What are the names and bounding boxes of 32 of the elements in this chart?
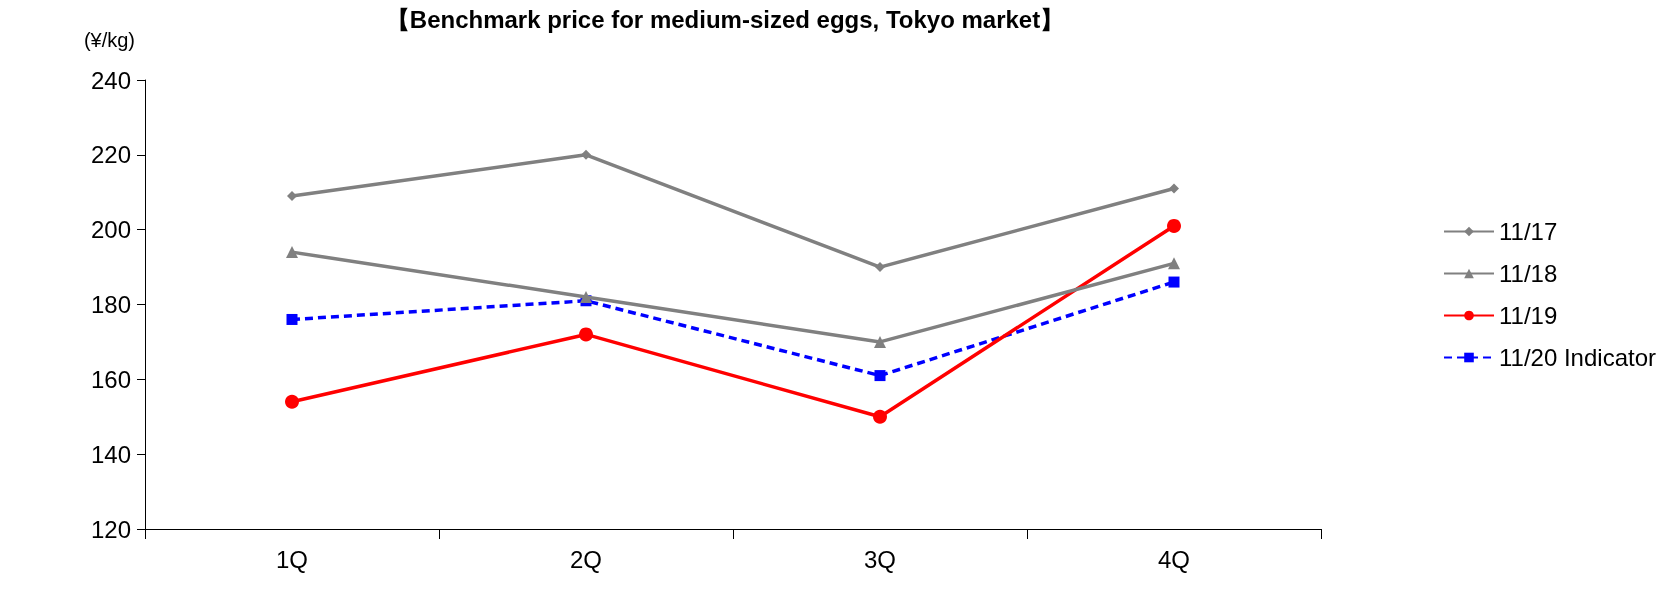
legend-label: 11/19 <box>1499 302 1558 329</box>
y-axis-title: (¥/kg) <box>83 29 135 51</box>
legend-label: 11/18 <box>1499 260 1558 287</box>
y-tick-label: 200 <box>90 216 131 244</box>
point <box>1168 257 1180 270</box>
y-tick-label: 240 <box>90 66 131 94</box>
y-tick-label: 140 <box>90 440 131 468</box>
point <box>580 291 592 304</box>
point <box>875 262 885 273</box>
chart-title: 【Benchmark price for medium-sized eggs, Tokyo market】 <box>385 5 1065 33</box>
point <box>579 327 593 342</box>
x-tick-label: 4Q <box>1157 545 1191 573</box>
y-tick-label: 120 <box>90 515 131 543</box>
x-tick-label: 2Q <box>569 545 603 573</box>
x-tick-label: 1Q <box>275 545 309 573</box>
legend-label: 11/17 <box>1499 218 1558 245</box>
point <box>1168 276 1180 288</box>
point <box>874 335 886 348</box>
x-tick-label: 3Q <box>863 545 897 573</box>
point <box>286 246 298 259</box>
point <box>285 394 299 409</box>
point <box>1169 183 1179 194</box>
point <box>286 313 298 325</box>
point <box>874 370 886 382</box>
y-tick-label: 220 <box>90 141 131 169</box>
point <box>287 190 297 201</box>
point <box>873 409 887 424</box>
point <box>1167 218 1181 233</box>
point <box>581 149 591 160</box>
legend-label: 11/20 Indicator <box>1499 344 1657 371</box>
y-tick-label: 180 <box>90 291 131 318</box>
y-tick-label: 160 <box>90 365 131 393</box>
